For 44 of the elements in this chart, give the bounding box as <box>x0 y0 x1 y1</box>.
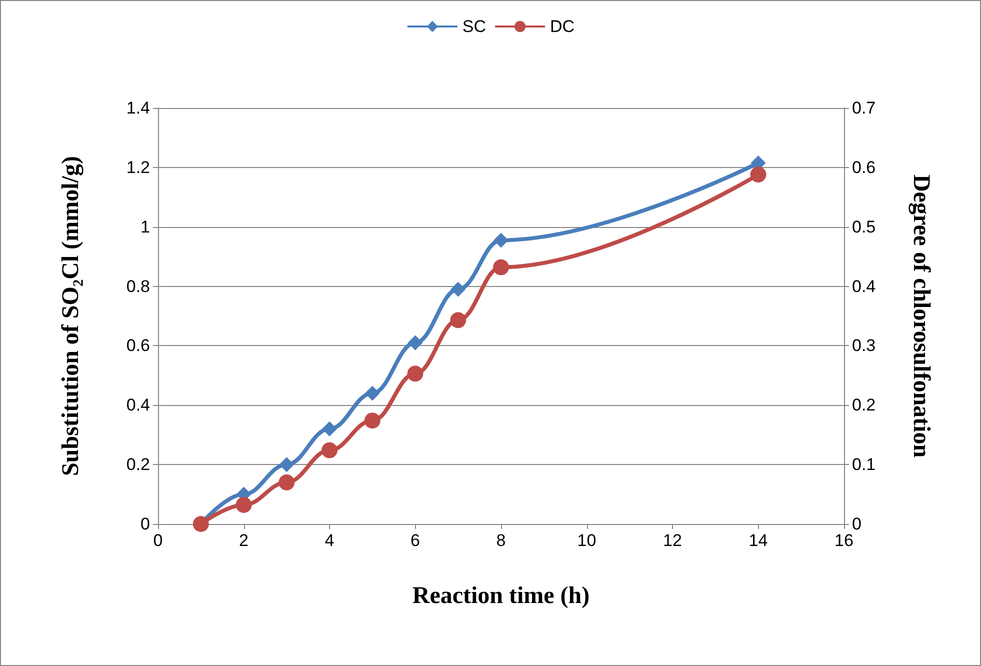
x-tick-label: 16 <box>834 531 854 550</box>
point <box>750 166 766 183</box>
y2-tick-label: 0.7 <box>852 98 876 118</box>
point <box>364 386 380 401</box>
y-tick-label: 1 <box>140 217 150 236</box>
x-tick-label: 2 <box>239 531 248 550</box>
y2-tick-label: 0.5 <box>852 217 876 236</box>
y-tick-label: 1.2 <box>126 158 150 177</box>
y2-tick-label: 0.4 <box>852 276 876 296</box>
y2-tick-label: 0 <box>852 514 862 534</box>
legend-label: SC <box>462 17 486 36</box>
point <box>408 335 423 350</box>
point <box>278 474 295 490</box>
y-tick-label: 0.8 <box>126 276 150 296</box>
y2-tick-label: 0.2 <box>852 396 876 415</box>
x-tick-label: 8 <box>496 531 506 550</box>
point <box>407 366 424 382</box>
x-tick-label: 4 <box>324 531 334 550</box>
y-tick-label: 0.2 <box>126 455 150 474</box>
point <box>450 282 466 297</box>
y2-axis-title: Degree of chlorosulfonation <box>908 174 934 458</box>
y2-tick-label: 0.3 <box>852 336 876 356</box>
x-tick-label: 14 <box>748 531 768 550</box>
y-tick-label: 0.4 <box>126 396 150 415</box>
x-tick-label: 6 <box>410 531 420 550</box>
x-tick-label: 10 <box>577 531 596 550</box>
point <box>364 412 380 429</box>
y2-tick-label: 0.1 <box>852 455 876 474</box>
point <box>450 312 466 328</box>
point <box>493 259 509 276</box>
y-tick-label: 0.6 <box>126 336 150 356</box>
y-axis-title: Substitution of SO₂Cl (mmol/g) <box>58 156 84 476</box>
x-tick-label: 0 <box>153 531 163 550</box>
legend-label: DC <box>550 17 575 36</box>
point <box>279 457 294 472</box>
point <box>322 421 337 436</box>
y-tick-label: 1.4 <box>126 98 150 118</box>
y-tick-label: 0 <box>140 514 150 534</box>
y2-tick-label: 0.6 <box>852 158 876 177</box>
point <box>494 232 508 248</box>
point <box>322 442 338 458</box>
point <box>236 496 252 513</box>
x-tick-label: 12 <box>663 531 682 550</box>
x-axis-title: Reaction time (h) <box>412 583 590 609</box>
